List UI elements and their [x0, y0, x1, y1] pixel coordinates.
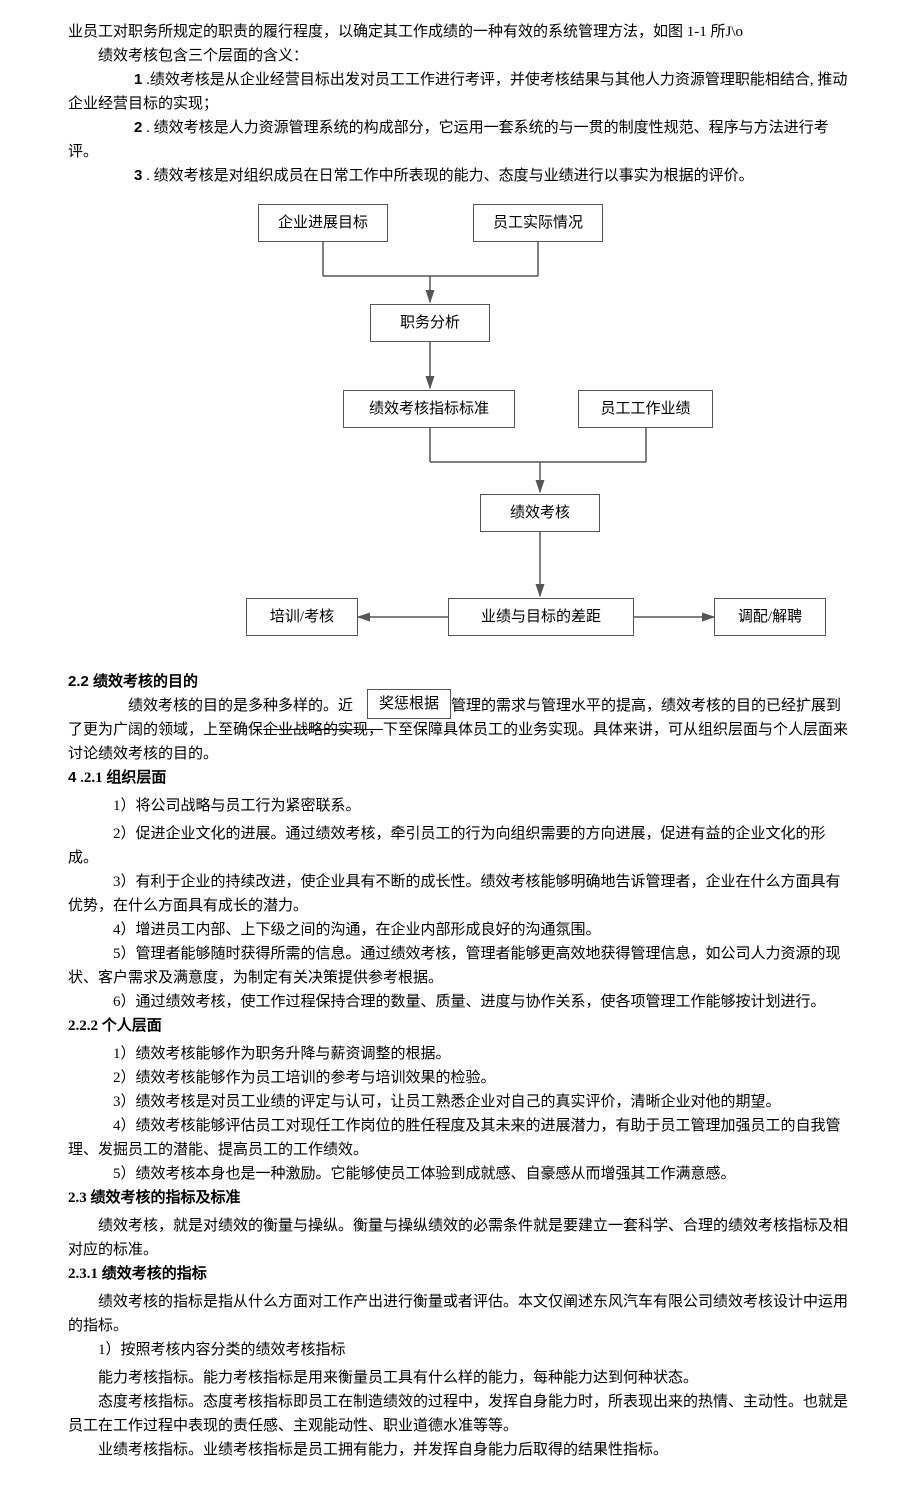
flow-box-enterprise-goal: 企业进展目标	[258, 204, 388, 242]
intro-p2: 绩效考核包含三个层面的含义：	[68, 44, 852, 68]
overlay-reward-basis: 奖惩根据	[367, 689, 451, 719]
list-num-1: 1	[101, 68, 142, 92]
s421-i1: 1）将公司战略与员工行为紧密联系。	[68, 794, 852, 818]
list-text-2: . 绩效考核是人力资源管理系统的构成部分，它运用一套系统的与一贯的制度性规范、程…	[68, 120, 829, 160]
heading-2-2: 2.2 绩效考核的目的	[68, 670, 852, 694]
flowchart-lines	[158, 196, 838, 666]
s421-i6: 6）通过绩效考核，使工作过程保持合理的数量、质量、进度与协作关系，使各项管理工作…	[68, 990, 852, 1014]
flow-box-transfer: 调配/解聘	[714, 598, 826, 636]
s421-i5: 5）管理者能够随时获得所需的信息。通过绩效考核，管理者能够更高效地获得管理信息，…	[68, 942, 852, 990]
s22-a: 绩效考核的目的是多种多样的。近	[128, 698, 353, 714]
flow-box-performance: 员工工作业绩	[578, 390, 713, 428]
list-text-3: . 绩效考核是对组织成员在日常工作中所表现的能力、态度与业绩进行以事实为根据的评…	[142, 168, 753, 184]
intro-li2: 2 . 绩效考核是人力资源管理系统的构成部分，它运用一套系统的与一贯的制度性规范…	[68, 116, 852, 164]
s231-p2: 1）按照考核内容分类的绩效考核指标	[68, 1338, 852, 1362]
s231-p5: 业绩考核指标。业绩考核指标是员工拥有能力，并发挥自身能力后取得的结果性指标。	[68, 1438, 852, 1462]
s231-p4-text: 态度考核指标。态度考核指标即员工在制造绩效的过程中，发挥自身能力时，所表现出来的…	[68, 1394, 848, 1434]
s22-body: 绩效考核的目的是多种多样的。近管理的需求与管理水平的提高，绩效考核的目的已经扩展…	[68, 694, 852, 766]
list-num-2: 2	[101, 116, 142, 140]
flow-box-job-analysis: 职务分析	[370, 304, 490, 342]
heading-4-2-1: 4 .2.1 组织层面	[68, 766, 852, 790]
s421-i2: 2）促进企业文化的进展。通过绩效考核，牵引员工的行为向组织需要的方向进展，促进有…	[68, 822, 852, 870]
s23-body-text: 绩效考核，就是对绩效的衡量与操纵。衡量与操纵绩效的必需条件就是要建立一套科学、合…	[68, 1218, 848, 1258]
s22-c: 企业战略的实现，	[263, 722, 383, 738]
s222-i1: 1）绩效考核能够作为职务升降与薪资调整的根据。	[68, 1042, 852, 1066]
s421-i5-text: 5）管理者能够随时获得所需的信息。通过绩效考核，管理者能够更高效地获得管理信息，…	[68, 946, 841, 986]
s421-i3-text: 3）有利于企业的持续改进，使企业具有不断的成长性。绩效考核能够明确地告诉管理者，…	[68, 874, 841, 914]
s22-body-wrap: 绩效考核的目的是多种多样的。近管理的需求与管理水平的提高，绩效考核的目的已经扩展…	[68, 694, 852, 766]
s421-i3: 3）有利于企业的持续改进，使企业具有不断的成长性。绩效考核能够明确地告诉管理者，…	[68, 870, 852, 918]
heading-2-3-1: 2.3.1 绩效考核的指标	[68, 1262, 852, 1286]
s23-body: 绩效考核，就是对绩效的衡量与操纵。衡量与操纵绩效的必需条件就是要建立一套科学、合…	[68, 1214, 852, 1262]
s222-i5: 5）绩效考核本身也是一种激励。它能够使员工体验到成就感、自豪感从而增强其工作满意…	[68, 1162, 852, 1186]
s421-i4: 4）增进员工内部、上下级之间的沟通，在企业内部形成良好的沟通氛围。	[68, 918, 852, 942]
s222-i2: 2）绩效考核能够作为员工培训的参考与培训效果的检验。	[68, 1066, 852, 1090]
list-text-1: .绩效考核是从企业经营目标出发对员工工作进行考评，并使考核结果与其他人力资源管理…	[68, 72, 847, 112]
s222-i3: 3）绩效考核是对员工业绩的评定与认可，让员工熟悉企业对自己的真实评价，清晰企业对…	[68, 1090, 852, 1114]
s231-p1-text: 绩效考核的指标是指从什么方面对工作产出进行衡量或者评估。本文仅阐述东风汽车有限公…	[68, 1294, 848, 1334]
s231-p3: 能力考核指标。能力考核指标是用来衡量员工具有什么样的能力，每种能力达到何种状态。	[68, 1366, 852, 1390]
s222-i4-text: 4）绩效考核能够评估员工对现任工作岗位的胜任程度及其未来的进展潜力，有助于员工管…	[68, 1118, 841, 1158]
flow-box-training: 培训/考核	[246, 598, 358, 636]
intro-li1: 1 .绩效考核是从企业经营目标出发对员工工作进行考评，并使考核结果与其他人力资源…	[68, 68, 852, 116]
s222-i4: 4）绩效考核能够评估员工对现任工作岗位的胜任程度及其未来的进展潜力，有助于员工管…	[68, 1114, 852, 1162]
flow-box-gap: 业绩与目标的差距	[448, 598, 634, 636]
s231-p4: 态度考核指标。态度考核指标即员工在制造绩效的过程中，发挥自身能力时，所表现出来的…	[68, 1390, 852, 1438]
flow-box-evaluation: 绩效考核	[480, 494, 600, 532]
flow-box-employee-status: 员工实际情况	[473, 204, 603, 242]
heading-2-3: 2.3 绩效考核的指标及标准	[68, 1186, 852, 1210]
s231-p1: 绩效考核的指标是指从什么方面对工作产出进行衡量或者评估。本文仅阐述东风汽车有限公…	[68, 1290, 852, 1338]
flowchart: 企业进展目标 员工实际情况 职务分析 绩效考核指标标准 员工工作业绩 绩效考核 …	[158, 196, 838, 666]
flow-box-standard: 绩效考核指标标准	[343, 390, 515, 428]
list-num-3: 3	[101, 164, 142, 188]
title-421: .2.1 组织层面	[76, 770, 166, 786]
document-body: 业员工对职务所规定的职责的履行程度，以确定其工作成绩的一种有效的系统管理方法，如…	[68, 20, 852, 1462]
heading-2-2-2: 2.2.2 个人层面	[68, 1014, 852, 1038]
intro-p1: 业员工对职务所规定的职责的履行程度，以确定其工作成绩的一种有效的系统管理方法，如…	[68, 20, 852, 44]
intro-li3: 3 . 绩效考核是对组织成员在日常工作中所表现的能力、态度与业绩进行以事实为根据…	[68, 164, 852, 188]
